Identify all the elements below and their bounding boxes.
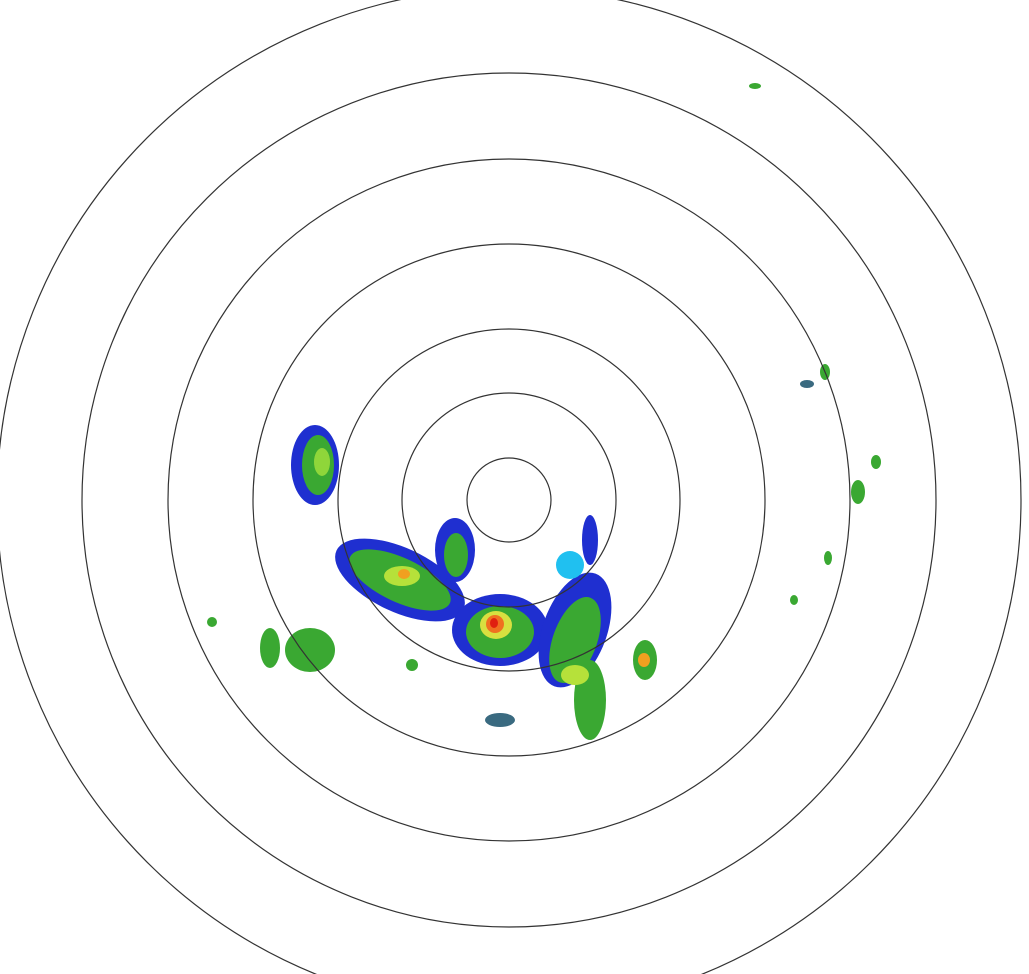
- echo: [490, 618, 498, 628]
- echo: [824, 551, 832, 565]
- range-ring: [81, 72, 937, 928]
- echo: [638, 653, 650, 667]
- range-ring: [167, 158, 851, 842]
- range-ring: [252, 243, 766, 757]
- range-ring: [466, 457, 552, 543]
- echo: [398, 569, 410, 579]
- echo: [851, 480, 865, 504]
- echo: [561, 665, 589, 685]
- echo: [582, 515, 598, 565]
- echo: [790, 595, 798, 605]
- echo: [406, 659, 418, 671]
- echo: [871, 455, 881, 469]
- echo: [207, 617, 217, 627]
- range-ring: [401, 392, 617, 608]
- range-ring: [337, 328, 681, 672]
- echo: [314, 448, 330, 476]
- echo: [556, 551, 584, 579]
- echo: [485, 713, 515, 727]
- echo: [260, 628, 280, 668]
- echoes: [207, 83, 881, 740]
- echo: [285, 628, 335, 672]
- echo: [749, 83, 761, 89]
- echo: [800, 380, 814, 388]
- echo: [444, 533, 468, 577]
